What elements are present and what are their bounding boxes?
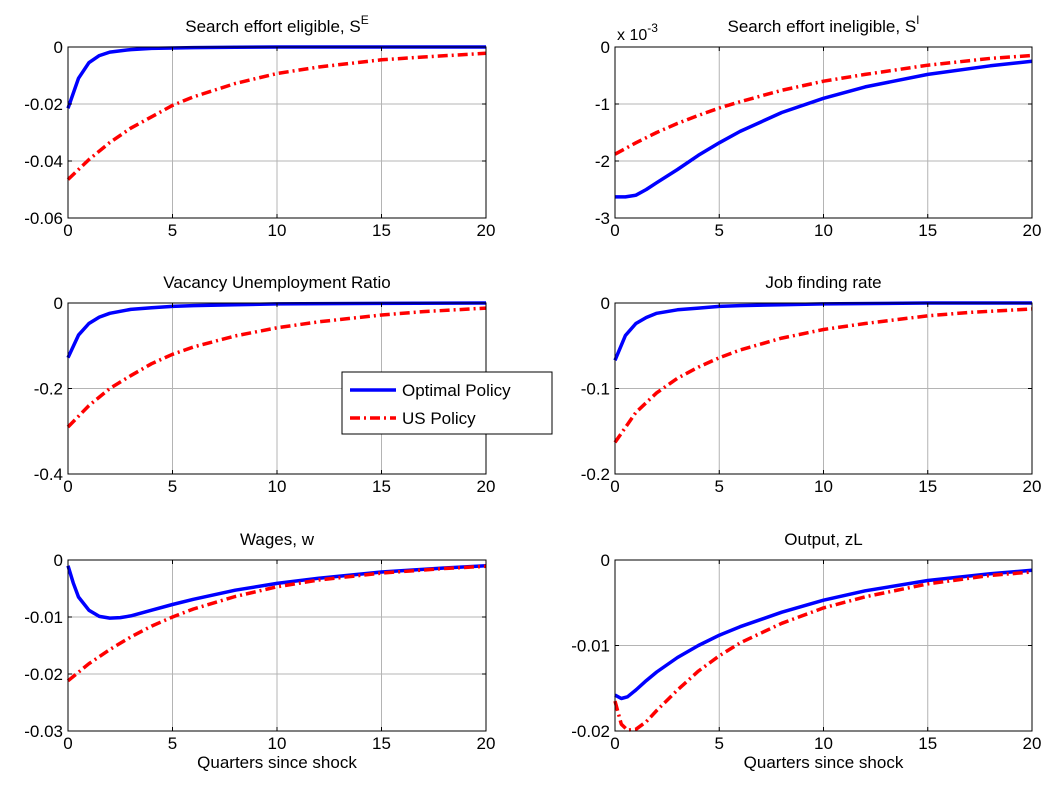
x-tick-label: 20 <box>1023 477 1042 496</box>
x-tick-label: 0 <box>610 734 619 753</box>
x-tick-label: 20 <box>1023 221 1042 240</box>
series-line-us-policy <box>613 570 1033 732</box>
axis-multiplier: x 10-3 <box>617 21 658 44</box>
x-tick-label: 10 <box>814 477 833 496</box>
legend-box <box>341 371 553 435</box>
x-tick-label: 0 <box>63 734 72 753</box>
y-tick-label: -0.2 <box>34 380 63 399</box>
x-tick-label: 0 <box>610 221 619 240</box>
x-axis-label: Quarters since shock <box>744 753 904 772</box>
x-tick-label: 20 <box>1023 734 1042 753</box>
legend-label-us: US Policy <box>402 409 476 428</box>
subplot-title: Search effort eligible, SE <box>185 13 368 36</box>
subplot-5: 0 5 10 15 20 -0.03 -0.02 -0.01 0 Wages, w Quarters… <box>24 530 495 772</box>
x-tick-label: 10 <box>814 221 833 240</box>
y-tick-label: -0.01 <box>571 637 610 656</box>
y-tick-label: -0.02 <box>24 95 63 114</box>
x-tick-label: 20 <box>477 221 496 240</box>
title-superscript: I <box>916 13 919 27</box>
y-tick-label: -1 <box>595 95 610 114</box>
x-tick-label: 10 <box>814 734 833 753</box>
y-tick-label: -0.04 <box>24 152 63 171</box>
x-tick-label: 5 <box>168 734 177 753</box>
subplot-title: Search effort ineligible, SI <box>727 13 919 36</box>
y-tick-label: 0 <box>54 294 63 313</box>
x-tick-label: 15 <box>918 477 937 496</box>
subplot-title: Vacancy Unemployment Ratio <box>163 273 390 292</box>
series-line-us-policy <box>66 564 487 683</box>
series-line-us-policy <box>66 51 487 181</box>
x-tick-label: 10 <box>268 221 287 240</box>
legend-label-optimal: Optimal Policy <box>402 381 511 400</box>
series-line-us-policy <box>66 306 487 429</box>
x-tick-label: 10 <box>268 477 287 496</box>
x-tick-label: 15 <box>372 734 391 753</box>
y-tick-label: 0 <box>601 294 610 313</box>
y-tick-label: -2 <box>595 152 610 171</box>
subplot-title: Wages, w <box>240 530 315 549</box>
y-tick-label: -0.02 <box>24 665 63 684</box>
y-tick-label: 0 <box>54 551 63 570</box>
subplot-title: Output, zL <box>784 530 862 549</box>
legend: Optimal Policy US Policy <box>341 371 553 435</box>
y-tick-label: -0.1 <box>581 380 610 399</box>
x-tick-label: 0 <box>610 477 619 496</box>
y-tick-label: -0.03 <box>24 722 63 741</box>
series-line-optimal-policy <box>615 59 1033 199</box>
subplot-6: 0 5 10 15 20 -0.02 -0.01 0 Output, zL Quarters si… <box>571 530 1041 772</box>
y-tick-label: 0 <box>601 551 610 570</box>
x-tick-label: 5 <box>715 734 724 753</box>
subplot-1: 0 5 10 15 20 -0.06 -0.04 -0.02 0 Search effort el… <box>24 13 495 240</box>
x-tick-label: 5 <box>715 221 724 240</box>
x-tick-label: 15 <box>918 221 937 240</box>
x-tick-label: 5 <box>168 477 177 496</box>
y-tick-label: 0 <box>54 38 63 57</box>
y-tick-label: -3 <box>595 209 610 228</box>
y-tick-label: -0.4 <box>34 465 63 484</box>
x-tick-label: 20 <box>477 734 496 753</box>
title-superscript: E <box>361 13 369 27</box>
subplot-title: Job finding rate <box>765 273 881 292</box>
x-axis-label: Quarters since shock <box>197 753 357 772</box>
axis-multiplier-exponent: -3 <box>647 21 658 35</box>
series-line-us-policy <box>614 53 1033 156</box>
y-tick-label: -0.02 <box>571 722 610 741</box>
x-tick-label: 0 <box>63 477 72 496</box>
y-tick-label: 0 <box>601 38 610 57</box>
x-tick-label: 20 <box>477 477 496 496</box>
x-tick-label: 5 <box>715 477 724 496</box>
x-tick-label: 10 <box>268 734 287 753</box>
x-tick-label: 0 <box>63 221 72 240</box>
subplot-2: 0 5 10 15 20 -3 -2 -1 0 Search effort ineligible,… <box>595 13 1042 240</box>
y-tick-label: -0.2 <box>581 465 610 484</box>
x-tick-label: 15 <box>372 221 391 240</box>
x-tick-label: 5 <box>168 221 177 240</box>
y-tick-label: -0.06 <box>24 209 63 228</box>
series-line-optimal-policy <box>614 568 1033 701</box>
y-tick-label: -0.01 <box>24 608 63 627</box>
subplot-4: 0 5 10 15 20 -0.2 -0.1 0 Job finding rate <box>581 273 1042 496</box>
series-line-us-policy <box>613 307 1033 444</box>
x-tick-label: 15 <box>372 477 391 496</box>
x-tick-label: 15 <box>918 734 937 753</box>
